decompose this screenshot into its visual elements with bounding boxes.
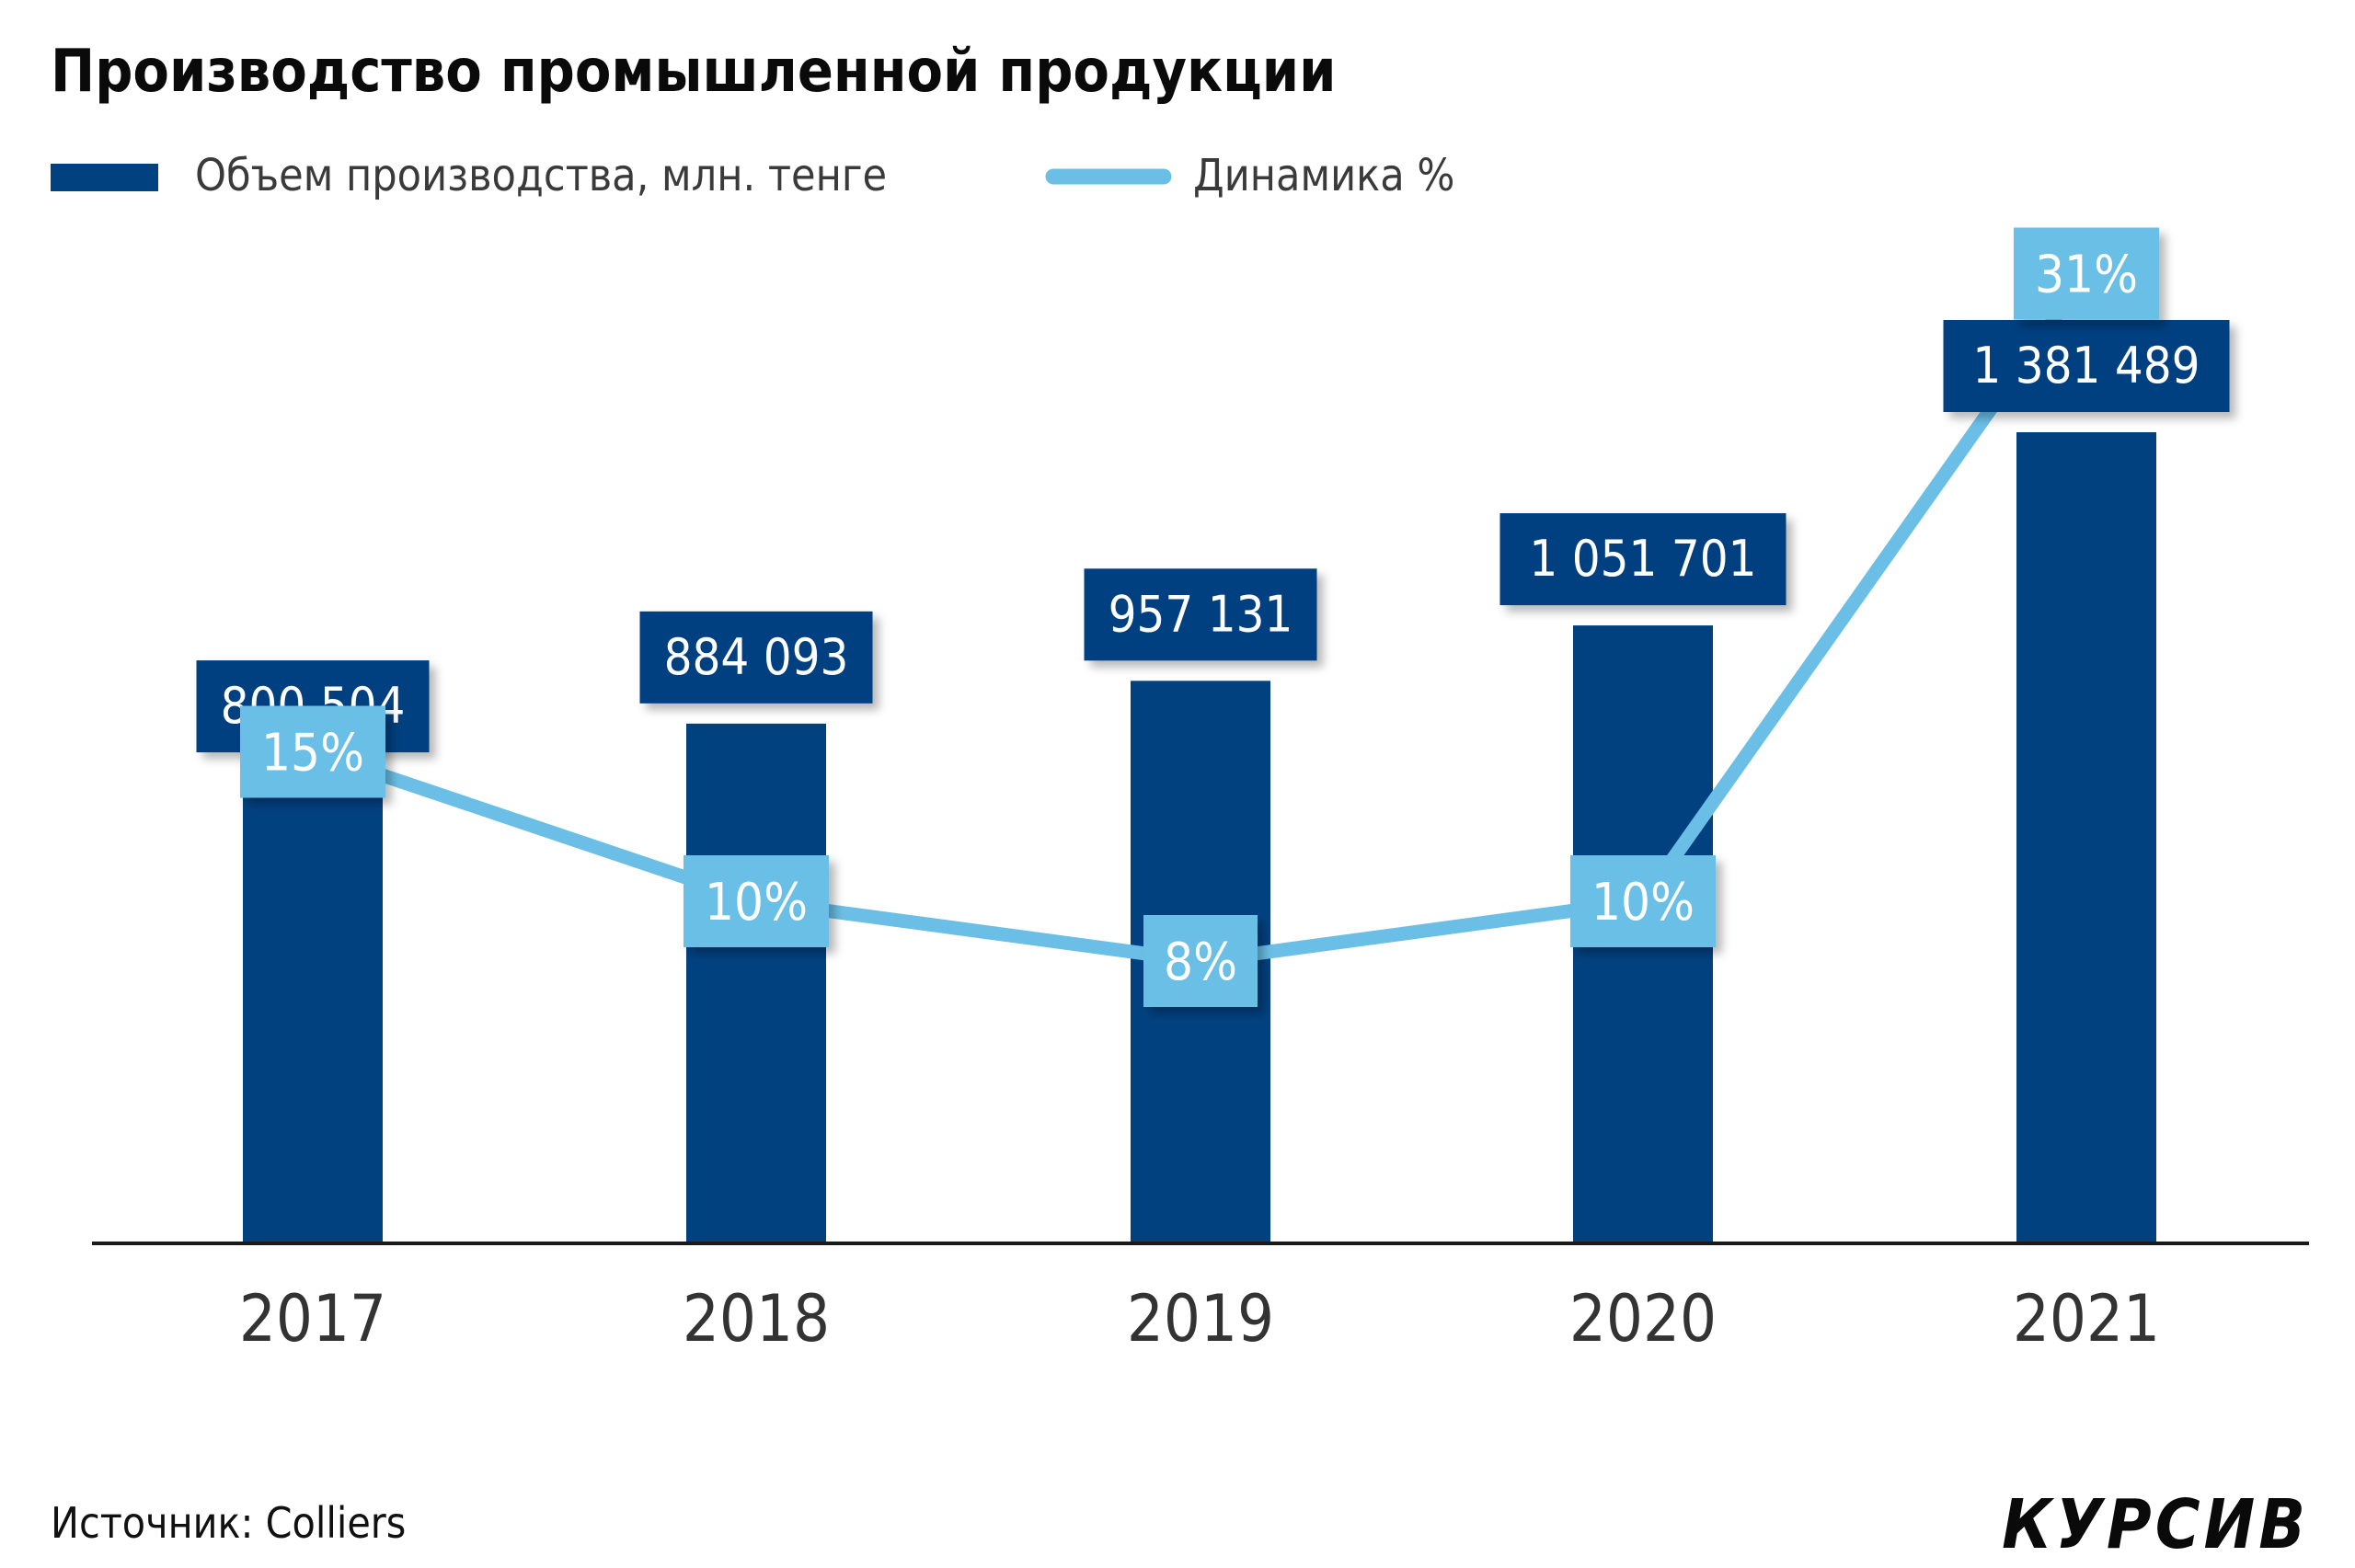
source-note: Источник: Colliers xyxy=(51,1498,406,1548)
legend-swatch-bar xyxy=(51,164,158,191)
bars-group xyxy=(243,432,2156,1242)
percent-label-2021: 31% xyxy=(2014,227,2159,320)
value-label-box xyxy=(1084,568,1317,661)
percent-label-box xyxy=(1570,855,1716,947)
bar-2017 xyxy=(243,773,383,1242)
percent-label-box xyxy=(2014,227,2159,320)
x-tick-label-2017: 2017 xyxy=(239,1281,386,1356)
legend-label-dynamics: Динамика % xyxy=(1193,150,1454,201)
value-label-text: 1 051 701 xyxy=(1529,530,1756,588)
value-label-2021: 1 381 489 xyxy=(1943,320,2230,412)
value-label-2018: 884 093 xyxy=(639,611,873,704)
percent-label-text: 31% xyxy=(2035,246,2138,305)
percent-label-box xyxy=(684,855,829,947)
percent-label-2019: 8% xyxy=(1143,915,1258,1007)
percent-label-text: 10% xyxy=(705,873,808,933)
value-label-text: 884 093 xyxy=(664,628,849,686)
x-tick-label-2020: 2020 xyxy=(1569,1281,1717,1356)
bar-2018 xyxy=(686,723,826,1242)
value-label-text: 1 381 489 xyxy=(1972,337,2200,395)
x-tick-label-2018: 2018 xyxy=(683,1281,830,1356)
percent-label-box xyxy=(1143,915,1258,1007)
percent-label-2018: 10% xyxy=(684,855,829,947)
legend: Объем производства, млн. тенге Динамика … xyxy=(51,150,1454,201)
value-label-box xyxy=(1943,320,2230,412)
percent-labels-group: 15% 10% 8% 10% 31% xyxy=(240,227,2159,1007)
brand-logo: КУРСИВ xyxy=(2002,1485,2309,1564)
legend-label-volume: Объем производства, млн. тенге xyxy=(195,150,887,201)
chart-title: Производство промышленной продукции xyxy=(51,38,1336,106)
percent-label-text: 8% xyxy=(1164,933,1237,992)
value-label-2020: 1 051 701 xyxy=(1499,513,1786,606)
percent-label-box xyxy=(240,705,385,798)
percent-label-text: 15% xyxy=(261,724,364,784)
value-label-text: 957 131 xyxy=(1109,585,1293,643)
x-tick-label-2021: 2021 xyxy=(2013,1281,2160,1356)
percent-label-text: 10% xyxy=(1591,873,1694,933)
value-label-box xyxy=(639,611,873,704)
value-label-2019: 957 131 xyxy=(1084,568,1317,661)
value-label-box xyxy=(1499,513,1786,606)
bar-2021 xyxy=(2016,432,2156,1242)
percent-label-2017: 15% xyxy=(240,705,385,798)
x-axis-ticks: 2017 2018 2019 2020 2021 xyxy=(239,1281,2160,1356)
percent-label-2020: 10% xyxy=(1570,855,1716,947)
x-tick-label-2019: 2019 xyxy=(1127,1281,1274,1356)
